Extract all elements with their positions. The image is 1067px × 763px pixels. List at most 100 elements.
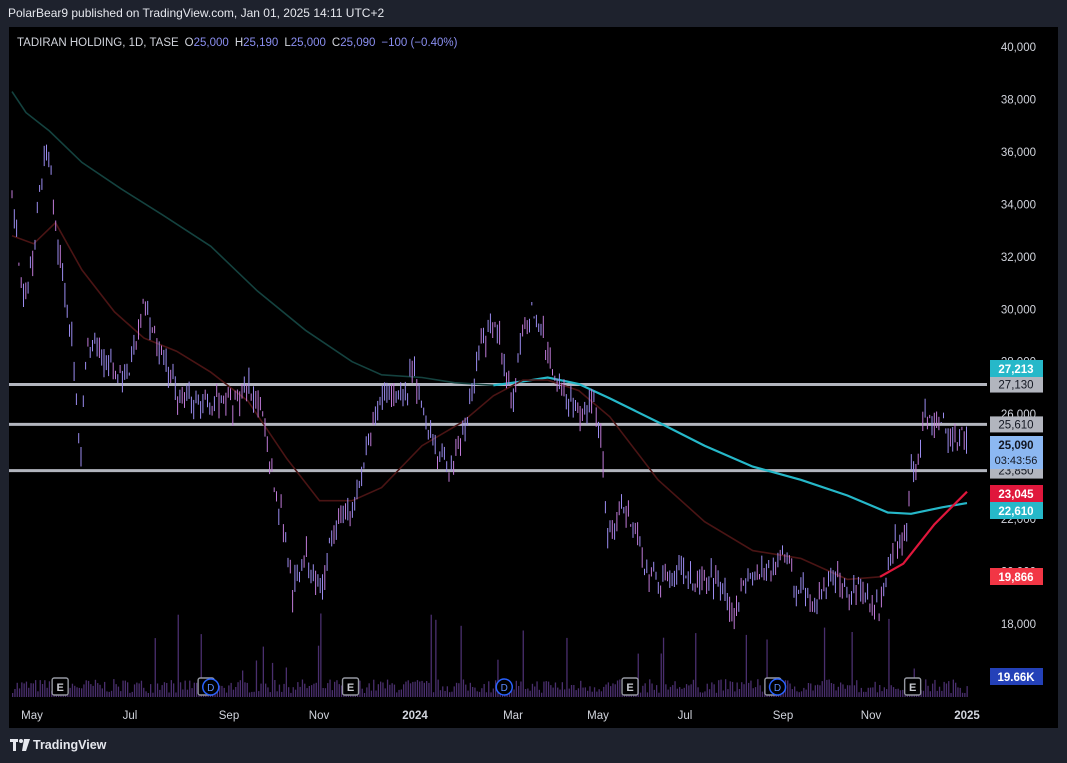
volume-bar [170, 680, 172, 697]
volume-bar [955, 682, 957, 697]
price-axis[interactable]: 18,00020,00022,00024,00026,00028,00030,0… [1001, 42, 1036, 631]
volume-bar [173, 683, 175, 697]
volume-bar [21, 682, 23, 697]
volume-bar [524, 689, 527, 697]
time-axis-label: 2024 [402, 710, 428, 722]
volume-bar [922, 690, 925, 697]
volume-bar [370, 690, 373, 697]
volume-bar [290, 692, 292, 697]
volume-bar [179, 682, 182, 697]
volume-bar [389, 684, 391, 697]
volume-bar [30, 683, 32, 697]
footer: TradingView [0, 731, 1067, 761]
volume-bar [177, 614, 179, 697]
volume-bar [184, 680, 186, 697]
volume-bar [228, 685, 230, 697]
volume-bar [706, 683, 708, 697]
volume-bar [460, 625, 462, 697]
price-badge [990, 485, 1043, 502]
volume-bar [741, 682, 743, 697]
volume-bar [688, 685, 690, 697]
volume-bar [285, 667, 287, 697]
chart-frame[interactable]: EEDEDEEDE MayJulSepNov2024MarMayJulSepNo… [9, 27, 1058, 728]
volume-bar [225, 692, 228, 697]
volume-bar [865, 691, 867, 697]
volume-bar [391, 683, 393, 697]
volume-bar [281, 691, 283, 697]
legend-change: −100 (−0.40%) [381, 37, 457, 49]
volume-bar [182, 689, 184, 697]
volume-bar [288, 687, 290, 697]
volume-bar [338, 684, 340, 697]
volume-bar [483, 684, 485, 697]
volume-bar [442, 686, 444, 697]
volume-bar [14, 689, 16, 697]
volume-bar [573, 685, 575, 697]
legend-line: TADIRAN HOLDING, 1D, TASE O25,000 H25,190 L… [17, 37, 458, 49]
volume-bar [925, 679, 927, 697]
volume-bar [458, 683, 460, 697]
volume-bar [163, 682, 166, 697]
volume-bar [513, 689, 515, 697]
volume-bar [124, 680, 126, 697]
volume-bar [803, 687, 805, 697]
ohlc-chart[interactable]: EEDEDEEDE MayJulSepNov2024MarMayJulSepNo… [9, 27, 1058, 728]
volume-bar [605, 684, 607, 697]
volume-badge-label: 19.66K [997, 672, 1035, 684]
volume-bar [232, 689, 235, 697]
volume-bar [196, 682, 198, 697]
volume-bar [94, 679, 97, 697]
volume-bar [87, 680, 90, 697]
volume-bar [639, 692, 642, 697]
volume-bar [432, 692, 435, 697]
volume-bar [304, 683, 306, 697]
volume-bar [37, 691, 39, 697]
volume-bar [580, 680, 582, 697]
volume-bar [890, 685, 892, 697]
volume-bar [97, 683, 99, 697]
volume-bar [713, 684, 715, 697]
volume-bar [791, 689, 793, 697]
volume-bar [817, 684, 819, 697]
volume-bar [750, 680, 752, 697]
volume-bar [455, 682, 458, 697]
volume-bar [879, 685, 881, 697]
volume-bar [766, 639, 768, 697]
dividend-marker-label: D [774, 683, 781, 694]
volume-bar [108, 691, 110, 697]
volume-bar [407, 680, 409, 697]
volume-bar [106, 691, 108, 697]
volume-bar [467, 690, 469, 697]
volume-bar [39, 680, 41, 697]
volume-bar [44, 680, 46, 697]
volume-bar [200, 634, 202, 697]
time-axis[interactable]: May Jul Sep Nov 2024 Mar May Jul Sep Nov 2025 [21, 710, 980, 722]
volume-bar [614, 684, 616, 697]
volume-bar [403, 684, 405, 697]
volume-bar [531, 683, 534, 697]
legend-close-value: 25,090 [340, 37, 375, 49]
volume-bar [936, 690, 938, 697]
volume-bar [662, 637, 665, 697]
legend-symbol: TADIRAN HOLDING, 1D, TASE [17, 37, 179, 49]
volume-bar [122, 680, 124, 697]
volume-bar [331, 690, 333, 697]
volume-bar [552, 687, 554, 697]
volume-bar [872, 687, 874, 697]
volume-bar [311, 685, 313, 697]
price-axis-label: 18,000 [1001, 619, 1036, 631]
volume-bar [276, 691, 278, 697]
volume-bar [271, 662, 274, 697]
volume-bar [416, 680, 419, 697]
volume-bar [260, 683, 262, 697]
volume-bar [71, 683, 74, 697]
volume-bar [653, 689, 655, 697]
volume-bar [957, 687, 959, 697]
volume-bar [393, 684, 396, 697]
volume-bar [658, 692, 660, 697]
volume-bar [83, 684, 85, 697]
price-axis-label: 34,000 [1001, 199, 1036, 211]
volume-bar [725, 679, 727, 697]
volume-bar [175, 692, 177, 697]
legend-low-label: L [284, 37, 291, 49]
